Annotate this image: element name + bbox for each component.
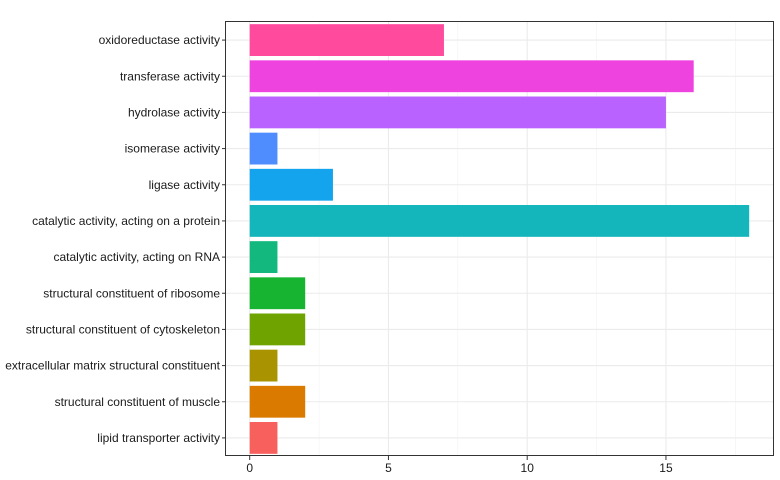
bar — [249, 313, 306, 346]
y-tick-label: catalytic activity, acting on RNA — [53, 250, 220, 264]
bar — [249, 205, 750, 237]
y-tick-label: structural constituent of muscle — [55, 395, 221, 409]
bar — [249, 349, 278, 382]
x-tick-label: 0 — [246, 461, 253, 475]
bar — [249, 241, 278, 273]
y-tick-label: structural constituent of ribosome — [43, 286, 220, 300]
y-tick-label: extracellular matrix structural constitu… — [5, 359, 220, 373]
x-tick-label: 10 — [521, 461, 535, 475]
y-tick-label: isomerase activity — [125, 142, 220, 156]
bar — [249, 422, 278, 454]
bar — [249, 385, 306, 418]
x-tick-label: 5 — [385, 461, 392, 475]
y-axis-ticks: oxidoreductase activity transferase activ… — [5, 33, 226, 445]
y-tick-label: lipid transporter activity — [97, 431, 220, 445]
bars — [249, 24, 750, 454]
y-tick-label: transferase activity — [120, 69, 220, 83]
bar — [249, 24, 444, 56]
x-tick-label: 15 — [659, 461, 673, 475]
bar — [249, 96, 666, 129]
y-tick-label: catalytic activity, acting on a protein — [32, 214, 220, 228]
bar — [249, 60, 694, 93]
bar — [249, 132, 278, 165]
y-tick-label: ligase activity — [149, 178, 220, 192]
bar — [249, 168, 333, 201]
plot-panel-border — [225, 21, 774, 456]
bar — [249, 277, 306, 310]
x-axis-ticks: 0 5 10 15 — [246, 456, 673, 475]
y-tick-label: oxidoreductase activity — [99, 33, 220, 47]
y-tick-label: hydrolase activity — [128, 105, 220, 119]
y-tick-label: structural constituent of cytoskeleton — [26, 322, 220, 336]
